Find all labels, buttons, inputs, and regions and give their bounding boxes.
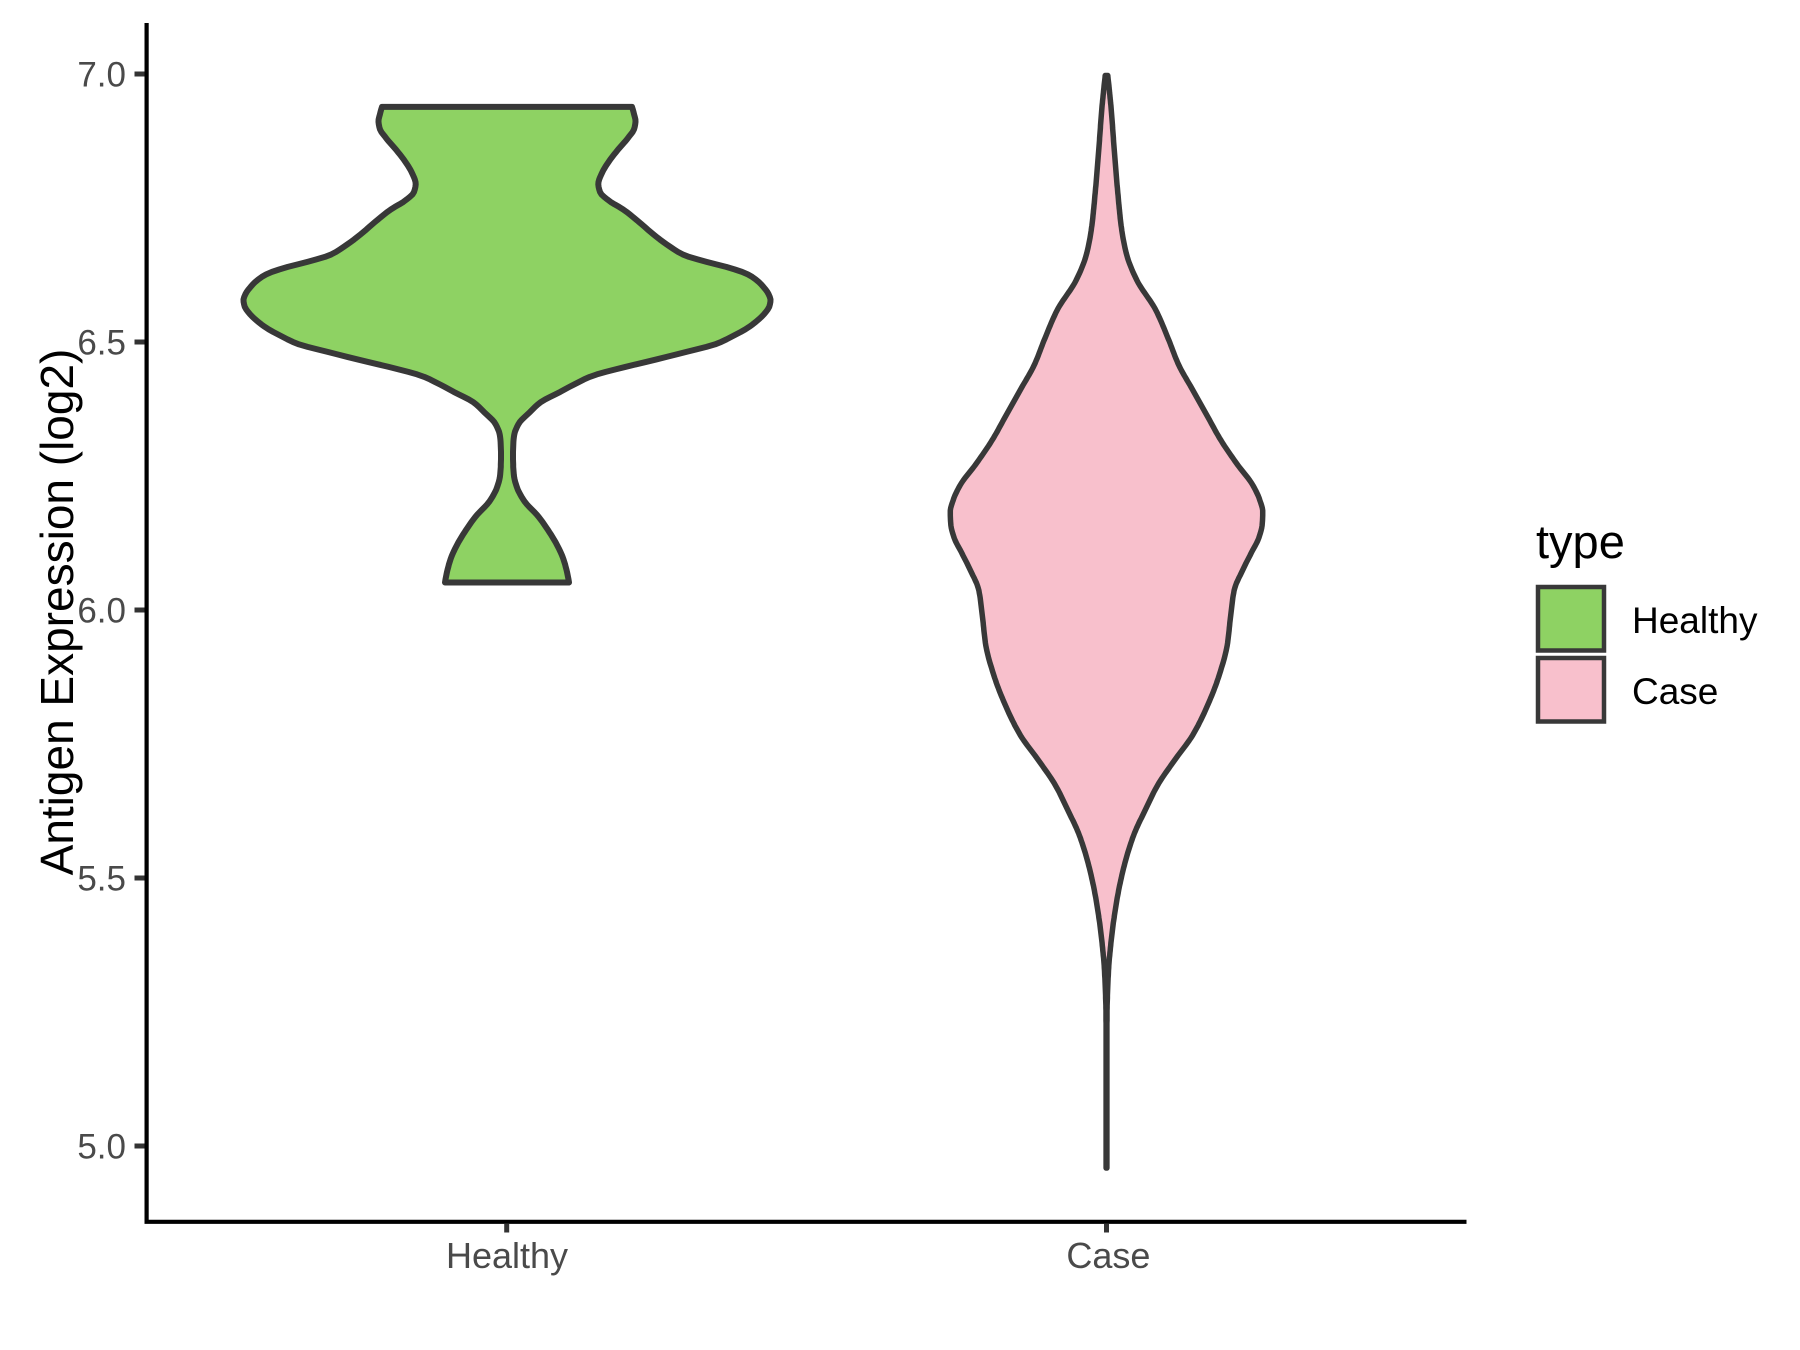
svg-text:Healthy: Healthy	[1632, 600, 1758, 641]
svg-text:Case: Case	[1632, 671, 1718, 712]
svg-text:6.0: 6.0	[77, 592, 126, 631]
svg-text:type: type	[1536, 515, 1625, 568]
svg-text:7.0: 7.0	[77, 56, 126, 95]
svg-text:Case: Case	[1066, 1235, 1150, 1276]
svg-text:5.0: 5.0	[77, 1128, 126, 1167]
svg-text:Antigen Expression (log2): Antigen Expression (log2)	[31, 349, 83, 876]
svg-text:Healthy: Healthy	[446, 1235, 568, 1276]
svg-text:5.5: 5.5	[77, 860, 126, 899]
svg-text:6.5: 6.5	[77, 324, 126, 363]
